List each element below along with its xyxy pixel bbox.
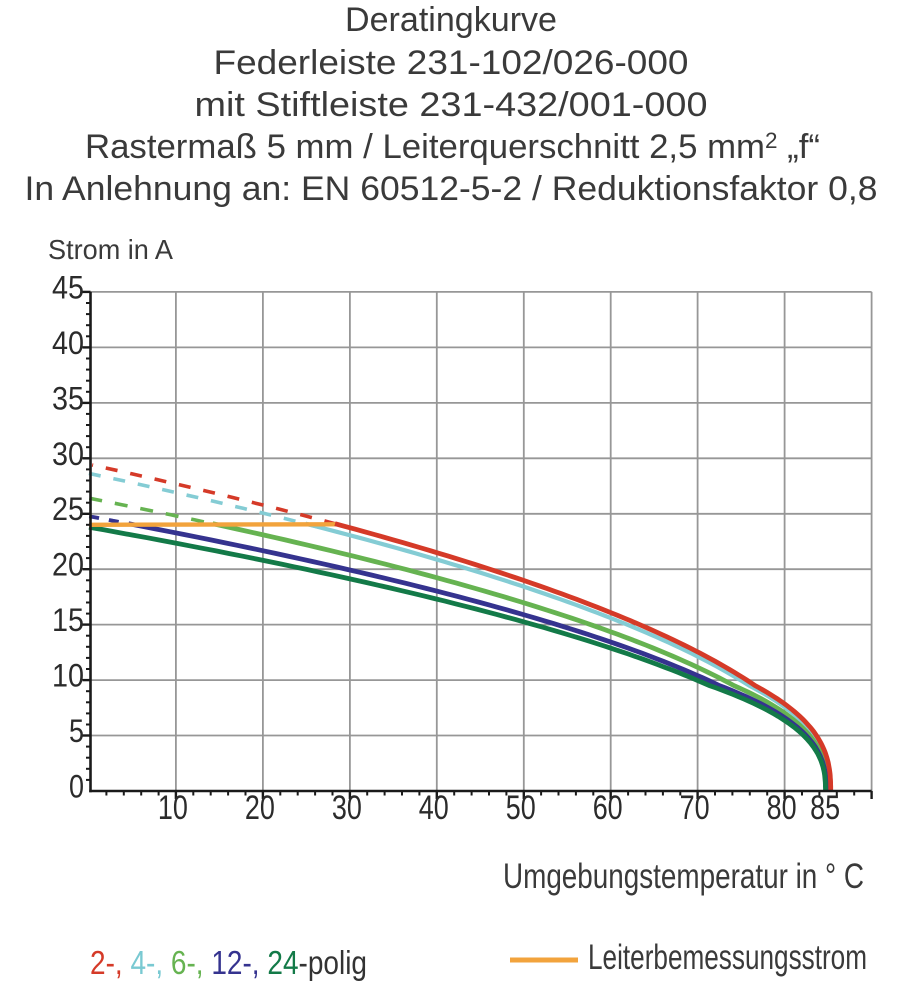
svg-text:25: 25 — [52, 491, 84, 527]
svg-text:20: 20 — [245, 789, 275, 827]
svg-text:Federleiste 231-102/026-000: Federleiste 231-102/026-000 — [214, 44, 689, 82]
svg-text:85: 85 — [810, 789, 840, 827]
svg-text:60: 60 — [593, 789, 623, 827]
svg-text:15: 15 — [52, 602, 84, 638]
svg-text:In Anlehnung an: EN 60512-5-2: In Anlehnung an: EN 60512-5-2 / Reduktio… — [25, 170, 878, 208]
svg-text:50: 50 — [506, 789, 536, 827]
svg-text:10: 10 — [52, 658, 84, 694]
svg-text:Umgebungstemperatur in ° C: Umgebungstemperatur in ° C — [503, 857, 864, 896]
svg-text:Rastermaß 5 mm / Leiterquersch: Rastermaß 5 mm / Leiterquerschnitt 2,5 m… — [85, 128, 820, 166]
svg-text:Leiterbemessungsstrom: Leiterbemessungsstrom — [588, 938, 867, 977]
svg-text:30: 30 — [332, 789, 362, 827]
svg-text:10: 10 — [158, 789, 188, 827]
svg-text:5: 5 — [69, 713, 84, 749]
svg-text:40: 40 — [419, 789, 449, 827]
svg-text:mit Stiftleiste 231-432/001-00: mit Stiftleiste 231-432/001-000 — [195, 86, 708, 124]
svg-text:Deratingkurve: Deratingkurve — [345, 1, 557, 39]
svg-text:45: 45 — [52, 269, 84, 305]
svg-text:2-, 4-, 6-, 12-, 24-polig: 2-, 4-, 6-, 12-, 24-polig — [90, 944, 367, 981]
svg-text:40: 40 — [52, 325, 84, 361]
svg-text:0: 0 — [69, 769, 84, 805]
svg-text:Strom in A: Strom in A — [48, 234, 173, 265]
svg-text:20: 20 — [52, 547, 84, 583]
svg-text:30: 30 — [52, 436, 84, 472]
svg-text:80: 80 — [767, 789, 797, 827]
svg-text:70: 70 — [680, 789, 710, 827]
svg-text:35: 35 — [52, 380, 84, 416]
